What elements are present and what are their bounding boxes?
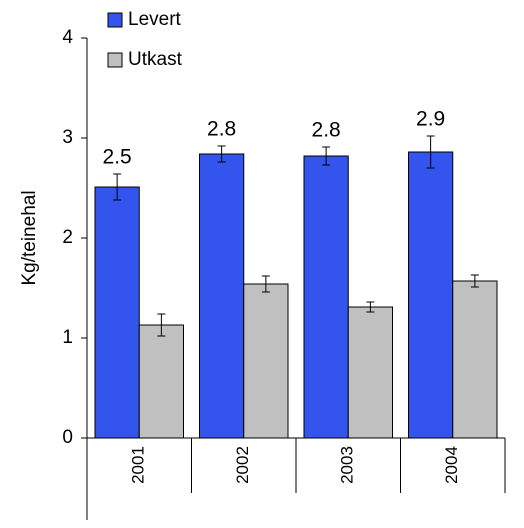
error-bar (426, 135, 435, 169)
bar (243, 283, 289, 439)
y-tick-label: 3 (62, 127, 73, 148)
error-bar (261, 275, 270, 293)
legend-label: Levert (128, 9, 182, 30)
y-tick-label: 0 (62, 427, 73, 448)
legend-label: Utkast (128, 49, 183, 70)
value-label: 2.8 (207, 118, 236, 141)
bar (303, 155, 349, 439)
y-tick-label: 1 (62, 327, 73, 348)
bar (347, 306, 393, 439)
x-tick-label: 2003 (338, 446, 357, 484)
y-tick-label: 4 (62, 27, 73, 48)
error-bar (470, 274, 479, 288)
legend-swatch (107, 52, 123, 68)
error-bar (217, 145, 226, 163)
bar (94, 186, 140, 439)
error-bar (322, 146, 331, 166)
bar (138, 324, 184, 439)
error-bar (113, 173, 122, 201)
value-label: 2.5 (103, 146, 132, 169)
x-tick-label: 2002 (233, 446, 252, 484)
y-tick-label: 2 (62, 227, 73, 248)
x-tick-label: 2001 (129, 446, 148, 484)
value-label: 2.8 (312, 119, 341, 142)
bar (199, 153, 245, 439)
bar (408, 151, 454, 439)
y-axis-label: Kg/teinehal (19, 190, 40, 285)
error-bar (157, 313, 166, 337)
error-bar (366, 301, 375, 313)
value-label: 2.9 (416, 108, 445, 131)
bar (452, 280, 498, 439)
legend-swatch (107, 12, 123, 28)
x-tick-label: 2004 (442, 446, 461, 484)
